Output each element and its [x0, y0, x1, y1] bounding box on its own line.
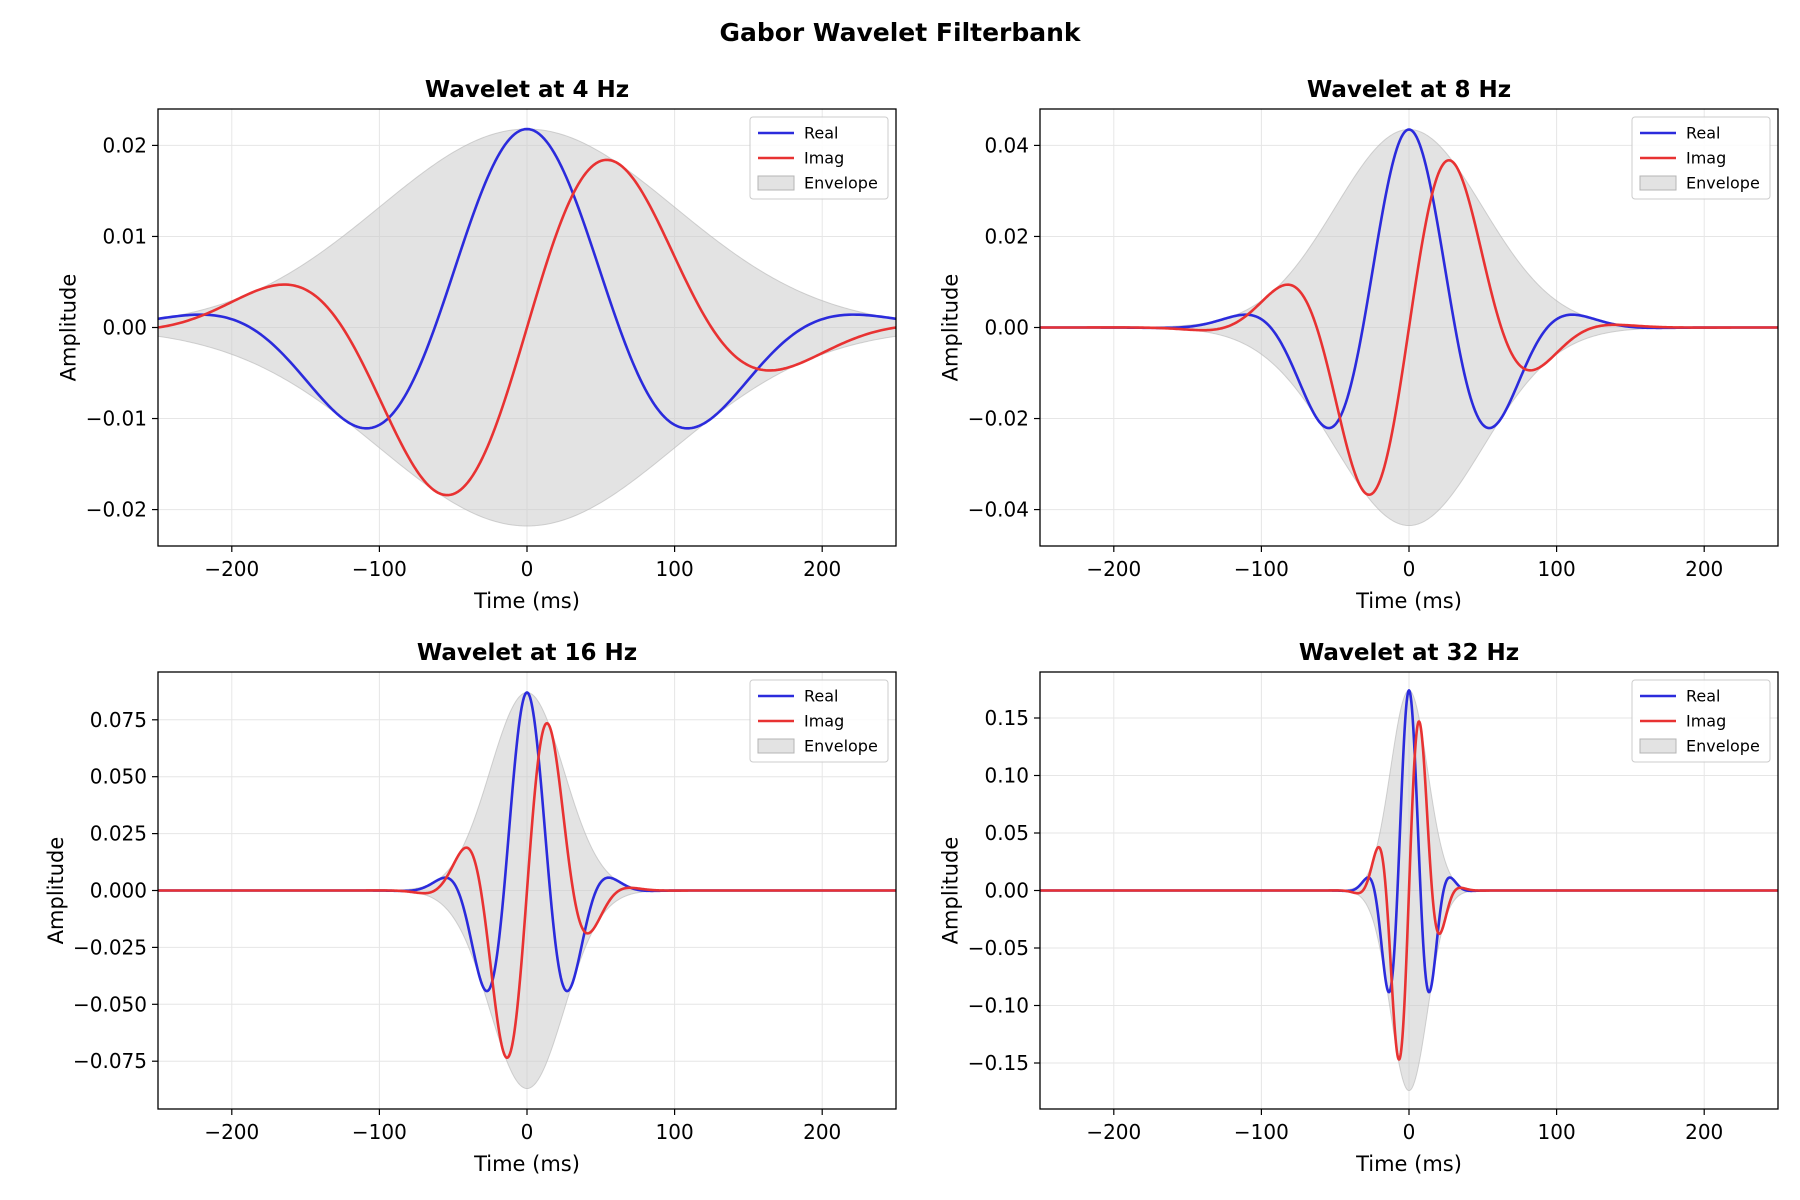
y-axis-label: Amplitude [57, 274, 81, 382]
legend-label-imag: Imag [1686, 712, 1726, 731]
y-tick-label: 0.00 [102, 316, 147, 340]
figure-title: Gabor Wavelet Filterbank [719, 18, 1081, 47]
legend: Real Imag Envelope [749, 116, 889, 200]
y-tick-label: −0.05 [968, 936, 1029, 960]
x-axis-label: Time (ms) [473, 1152, 580, 1176]
imag-series-line [1040, 158, 1778, 497]
subplot-title: Wavelet at 4 Hz [425, 77, 629, 103]
x-tick-label: 0 [521, 557, 534, 581]
subplot-title: Wavelet at 16 Hz [417, 640, 637, 666]
x-axis-label: Time (ms) [473, 589, 580, 613]
y-tick-label: 0.02 [102, 133, 147, 157]
legend-swatch-envelope [1639, 738, 1677, 754]
x-tick-label: 0 [1403, 1120, 1416, 1144]
y-tick-label: −0.10 [968, 994, 1029, 1018]
y-tick-label: −0.02 [86, 498, 147, 522]
x-tick-label: 0 [1403, 557, 1416, 581]
legend-label-envelope: Envelope [804, 174, 878, 193]
x-tick-label: 0 [521, 1120, 534, 1144]
x-tick-label: −200 [1086, 1120, 1141, 1144]
y-axis-label: Amplitude [939, 274, 963, 382]
legend-label-envelope: Envelope [1686, 174, 1760, 193]
y-tick-label: 0.01 [102, 224, 147, 248]
x-tick-label: 100 [656, 1120, 694, 1144]
y-tick-label: −0.02 [968, 407, 1029, 431]
subplot-4hz: −200 −100 0 100 200 −0.02 −0.01 0.00 0.01 0.02 Wav… [57, 77, 897, 613]
legend-label-real: Real [804, 124, 839, 143]
legend-label-envelope: Envelope [804, 737, 878, 756]
x-tick-label: −100 [1234, 557, 1289, 581]
legend: Real Imag Envelope [749, 679, 889, 763]
legend-swatch-envelope [1639, 175, 1677, 191]
x-tick-label: −100 [1234, 1120, 1289, 1144]
subplot-title: Wavelet at 32 Hz [1299, 640, 1519, 666]
y-tick-label: 0.000 [90, 879, 147, 903]
x-tick-label: 100 [1538, 557, 1576, 581]
imag-series-line [1040, 720, 1778, 1061]
plot-area [1040, 128, 1778, 527]
imag-series-line [158, 158, 896, 497]
subplot-32hz: −200 −100 0 100 200 −0.15 −0.10 −0.05 0.00 0.05 0.… [939, 640, 1779, 1176]
real-series-line [158, 127, 896, 430]
y-tick-label: 0.025 [90, 822, 147, 846]
legend-label-envelope: Envelope [1686, 737, 1760, 756]
y-tick-label: 0.05 [984, 821, 1029, 845]
x-tick-label: 200 [803, 1120, 841, 1144]
legend-swatch-envelope [757, 738, 795, 754]
x-tick-label: 200 [1685, 557, 1723, 581]
y-tick-label: −0.04 [968, 498, 1029, 522]
legend-label-imag: Imag [804, 149, 844, 168]
x-tick-label: 100 [1538, 1120, 1576, 1144]
y-tick-label: 0.10 [984, 764, 1029, 788]
y-tick-label: 0.075 [90, 708, 147, 732]
subplot-16hz: −200 −100 0 100 200 −0.075 −0.050 −0.025 0.000 0.… [44, 640, 897, 1176]
x-tick-label: 200 [1685, 1120, 1723, 1144]
x-axis-label: Time (ms) [1355, 589, 1462, 613]
x-tick-label: 100 [656, 557, 694, 581]
legend-label-real: Real [804, 687, 839, 706]
x-tick-label: −200 [204, 1120, 259, 1144]
legend: Real Imag Envelope [1631, 116, 1771, 200]
y-tick-label: 0.050 [90, 765, 147, 789]
legend-label-imag: Imag [1686, 149, 1726, 168]
x-tick-label: 200 [803, 557, 841, 581]
legend: Real Imag Envelope [1631, 679, 1771, 763]
x-tick-label: −100 [352, 557, 407, 581]
x-tick-label: −200 [204, 557, 259, 581]
legend-label-imag: Imag [804, 712, 844, 731]
y-axis-label: Amplitude [44, 837, 68, 945]
x-axis-label: Time (ms) [1355, 1152, 1462, 1176]
y-tick-label: −0.15 [968, 1051, 1029, 1075]
y-tick-label: −0.050 [73, 992, 147, 1016]
plot-area [158, 127, 896, 527]
plot-area [158, 691, 896, 1090]
y-tick-label: 0.04 [984, 133, 1029, 157]
y-tick-label: 0.02 [984, 224, 1029, 248]
y-tick-label: −0.01 [86, 407, 147, 431]
subplot-title: Wavelet at 8 Hz [1307, 77, 1511, 103]
legend-swatch-envelope [757, 175, 795, 191]
imag-series-line [158, 721, 896, 1060]
plot-area [1040, 689, 1778, 1092]
y-tick-label: 0.00 [984, 879, 1029, 903]
y-axis-label: Amplitude [939, 837, 963, 945]
y-tick-label: 0.15 [984, 706, 1029, 730]
y-tick-label: −0.025 [73, 935, 147, 959]
y-tick-label: 0.00 [984, 316, 1029, 340]
x-tick-label: −200 [1086, 557, 1141, 581]
y-tick-label: −0.075 [73, 1049, 147, 1073]
x-tick-label: −100 [352, 1120, 407, 1144]
subplot-8hz: −200 −100 0 100 200 −0.04 −0.02 0.00 0.02 0.04 Wav… [939, 77, 1779, 613]
legend-label-real: Real [1686, 687, 1721, 706]
legend-label-real: Real [1686, 124, 1721, 143]
